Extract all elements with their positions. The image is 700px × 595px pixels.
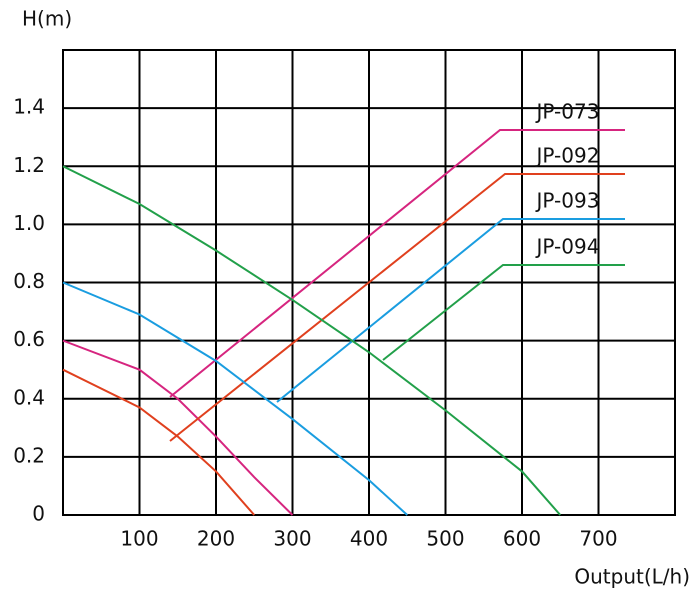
x-axis-label: Output(L/h) (574, 565, 690, 589)
y-axis-label: H(m) (22, 7, 72, 31)
legend-label: JP-073 (535, 100, 600, 124)
y-tick-label: 1.2 (13, 153, 45, 177)
y-tick-label: 0.8 (13, 269, 45, 293)
curve (62, 339, 294, 516)
legend-label: JP-092 (535, 144, 600, 168)
x-tick-label: 500 (426, 527, 464, 551)
curve (62, 368, 256, 516)
x-tick-label: 600 (503, 527, 541, 551)
y-tick-label: 0.2 (13, 443, 45, 467)
legend-label: JP-094 (535, 235, 600, 259)
y-tick-label: 0.4 (13, 385, 45, 409)
x-tick-label: 700 (579, 527, 617, 551)
x-tick-label: 200 (197, 527, 235, 551)
legend-leader (382, 264, 625, 361)
legend-leader (169, 173, 625, 442)
legend-label: JP-093 (535, 189, 600, 213)
x-tick-label: 100 (120, 527, 158, 551)
y-tick-label: 0 (32, 502, 45, 526)
y-tick-label: 0.6 (13, 327, 45, 351)
curve (62, 165, 562, 516)
x-tick-label: 400 (350, 527, 388, 551)
x-tick-label: 300 (273, 527, 311, 551)
y-tick-label: 1.0 (13, 211, 45, 235)
y-tick-label: 1.4 (13, 95, 45, 119)
legend-leader (169, 129, 625, 398)
curve (62, 281, 408, 516)
